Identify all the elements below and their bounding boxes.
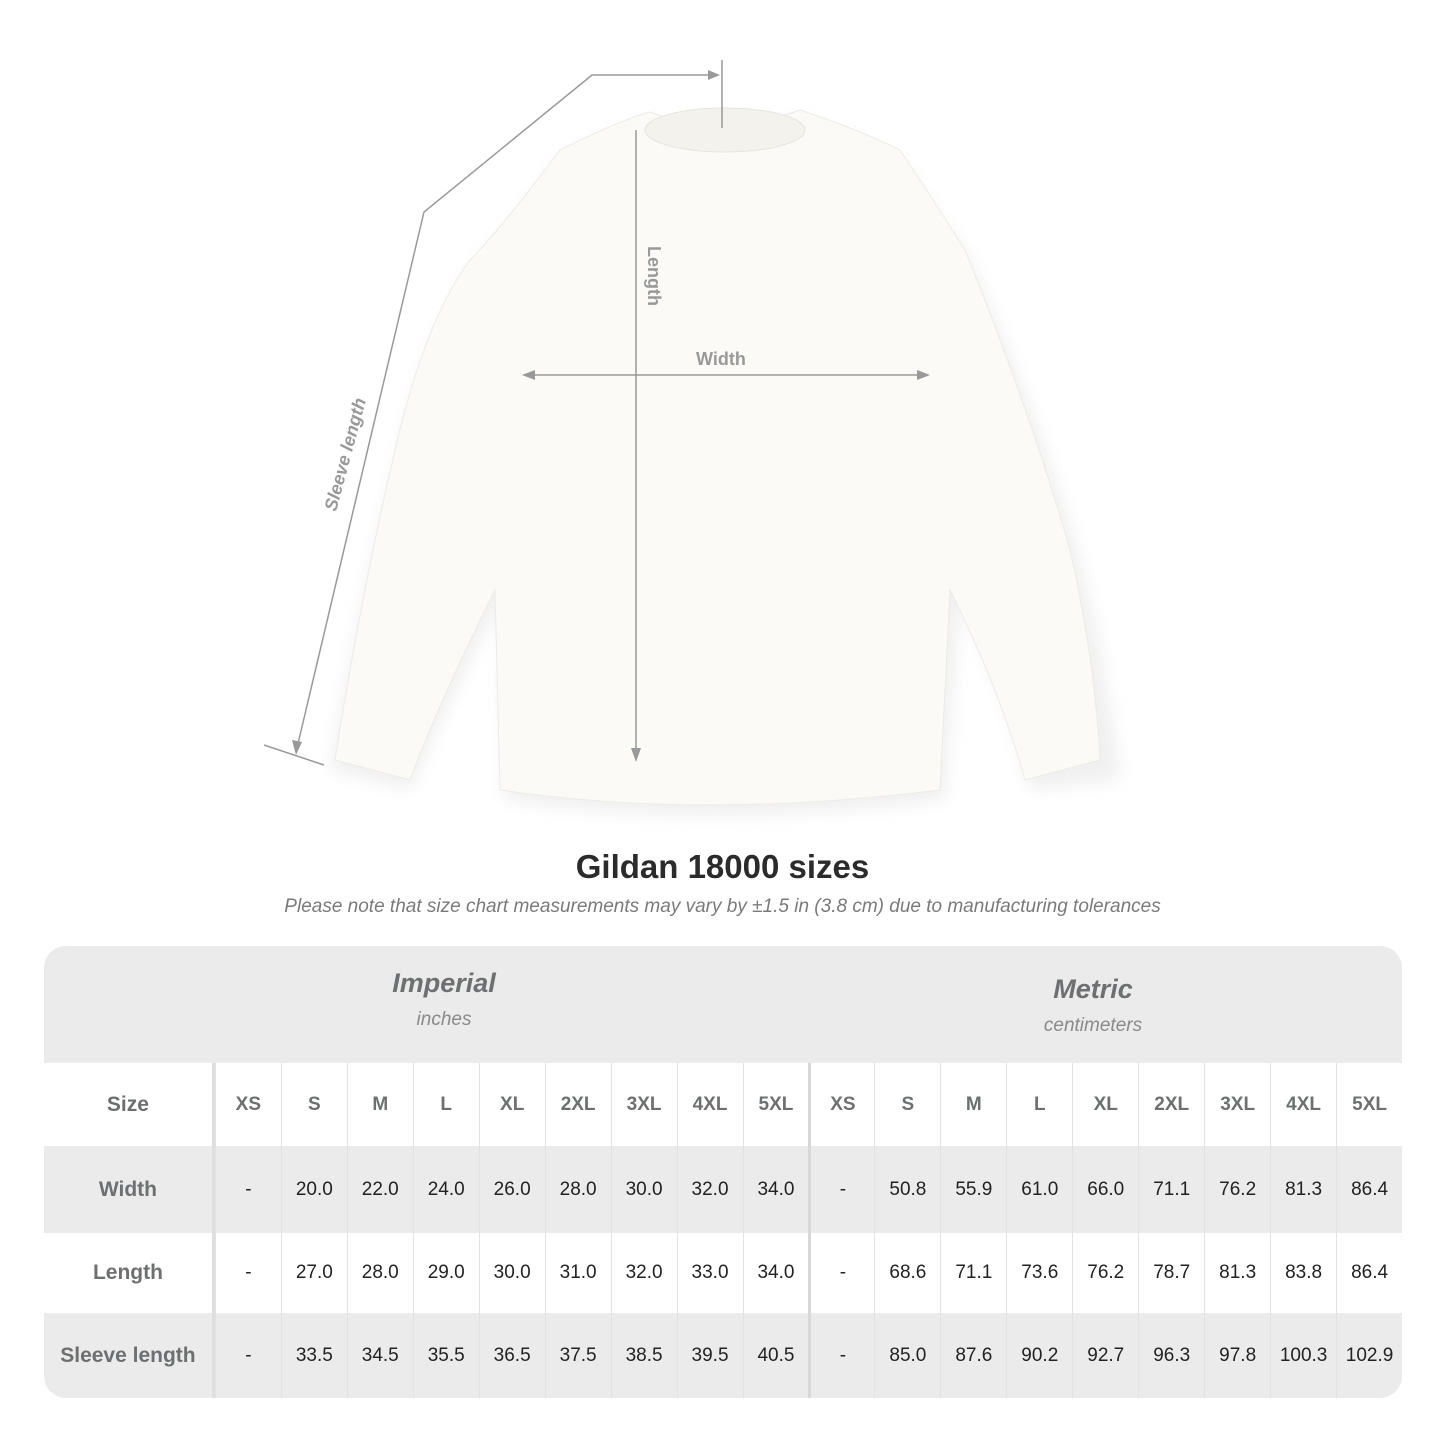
cell-imperial: 27.0 [280, 1233, 347, 1313]
imperial-name: Imperial [392, 968, 496, 998]
cell-metric: 86.4 [1336, 1233, 1402, 1313]
length-label: Length [644, 246, 664, 306]
cell-metric: 83.8 [1270, 1233, 1336, 1313]
cell-imperial: 32.0 [610, 1233, 677, 1313]
row-label: Width [44, 1146, 215, 1233]
cell-imperial: - [214, 1313, 281, 1398]
cell-metric: - [808, 1313, 874, 1398]
table-row: Length -27.0 28.0 29.0 30.0 31.0 32.0 33.0 34.0-… [44, 1233, 1402, 1313]
table-row: Sleeve length -33.5 34.5 35.5 36.5 37.5 38.5 39… [44, 1313, 1402, 1398]
cell-metric: 78.7 [1138, 1233, 1204, 1313]
cell-metric: 73.6 [1006, 1233, 1072, 1313]
size-header-imperial: S [280, 1063, 347, 1146]
tolerance-note: Please note that size chart measurements… [284, 896, 1161, 917]
cell-metric: 86.4 [1336, 1146, 1402, 1233]
cell-metric: 90.2 [1006, 1313, 1072, 1398]
size-header-metric: M [940, 1063, 1006, 1146]
size-header-metric: XL [1072, 1063, 1138, 1146]
imperial-unit: inches [416, 1009, 472, 1030]
cell-imperial: 37.5 [544, 1313, 611, 1398]
cell-imperial: 38.5 [610, 1313, 677, 1398]
cell-imperial: 35.5 [412, 1313, 479, 1398]
size-header-imperial: L [412, 1063, 479, 1146]
cell-metric: 76.2 [1072, 1233, 1138, 1313]
cell-imperial: 30.0 [610, 1146, 677, 1233]
cell-metric: 61.0 [1006, 1146, 1072, 1233]
cell-metric: 102.9 [1336, 1313, 1402, 1398]
size-header-row: Size XS S M L XL 2XL 3XL 4XL 5XL XS S M L XL 2XL 3XL 4XL 5… [44, 1063, 1402, 1146]
cell-metric: 71.1 [1138, 1146, 1204, 1233]
size-header-imperial: 3XL [610, 1063, 677, 1146]
size-header-metric: L [1006, 1063, 1072, 1146]
cell-imperial: 32.0 [676, 1146, 743, 1233]
width-label: Width [696, 349, 746, 369]
sleeve-length-label: Sleeve length [321, 396, 370, 513]
cell-metric: 66.0 [1072, 1146, 1138, 1233]
cell-imperial: 34.0 [742, 1146, 809, 1233]
cell-metric: 50.8 [874, 1146, 940, 1233]
size-table: Imperial inches Metric centimeters Size X… [44, 946, 1402, 1398]
cell-imperial: 33.0 [676, 1233, 743, 1313]
cell-metric: 92.7 [1072, 1313, 1138, 1398]
cell-metric: 96.3 [1138, 1313, 1204, 1398]
cell-metric: 55.9 [940, 1146, 1006, 1233]
cell-metric: 85.0 [874, 1313, 940, 1398]
row-label: Size [44, 1063, 215, 1146]
size-header-imperial: M [346, 1063, 413, 1146]
cell-imperial: - [214, 1146, 281, 1233]
size-header-metric: 2XL [1138, 1063, 1204, 1146]
cell-imperial: 39.5 [676, 1313, 743, 1398]
cell-metric: 81.3 [1204, 1233, 1270, 1313]
cell-imperial: 36.5 [478, 1313, 545, 1398]
size-header-metric: S [874, 1063, 940, 1146]
cell-imperial: 26.0 [478, 1146, 545, 1233]
size-header-imperial: 5XL [742, 1063, 809, 1146]
size-header-metric: XS [808, 1063, 874, 1146]
metric-header: Metric centimeters [793, 974, 1393, 1037]
chart-title: Gildan 18000 sizes [575, 848, 870, 885]
cell-metric: - [808, 1233, 874, 1313]
size-header-metric: 4XL [1270, 1063, 1336, 1146]
cell-metric: 71.1 [940, 1233, 1006, 1313]
sweatshirt-diagram: Length Width Sleeve length [263, 60, 1120, 815]
cell-imperial: 28.0 [346, 1233, 413, 1313]
imperial-header: Imperial inches [144, 968, 744, 1031]
row-label: Length [44, 1233, 215, 1313]
cell-imperial: 29.0 [412, 1233, 479, 1313]
size-header-imperial: 4XL [676, 1063, 743, 1146]
cell-imperial: - [214, 1233, 281, 1313]
metric-name: Metric [1053, 974, 1133, 1004]
cell-imperial: 34.0 [742, 1233, 809, 1313]
metric-unit: centimeters [1043, 1015, 1143, 1036]
size-header-imperial: 2XL [544, 1063, 611, 1146]
size-header-imperial: XS [214, 1063, 281, 1146]
size-header-metric: 5XL [1336, 1063, 1402, 1146]
cell-imperial: 20.0 [280, 1146, 347, 1233]
unit-header: Imperial inches Metric centimeters [44, 946, 1402, 1063]
cell-metric: 97.8 [1204, 1313, 1270, 1398]
cell-metric: 76.2 [1204, 1146, 1270, 1233]
size-header-metric: 3XL [1204, 1063, 1270, 1146]
cell-metric: 81.3 [1270, 1146, 1336, 1233]
cell-metric: - [808, 1146, 874, 1233]
cell-metric: 100.3 [1270, 1313, 1336, 1398]
table-row: Width -20.0 22.0 24.0 26.0 28.0 30.0 32.0 34.0-5… [44, 1146, 1402, 1233]
cell-metric: 87.6 [940, 1313, 1006, 1398]
cell-imperial: 24.0 [412, 1146, 479, 1233]
row-label: Sleeve length [44, 1313, 215, 1398]
cell-imperial: 31.0 [544, 1233, 611, 1313]
cell-imperial: 28.0 [544, 1146, 611, 1233]
cell-imperial: 30.0 [478, 1233, 545, 1313]
cell-imperial: 33.5 [280, 1313, 347, 1398]
cell-imperial: 40.5 [742, 1313, 809, 1398]
cell-imperial: 22.0 [346, 1146, 413, 1233]
cell-imperial: 34.5 [346, 1313, 413, 1398]
size-header-imperial: XL [478, 1063, 545, 1146]
cell-metric: 68.6 [874, 1233, 940, 1313]
